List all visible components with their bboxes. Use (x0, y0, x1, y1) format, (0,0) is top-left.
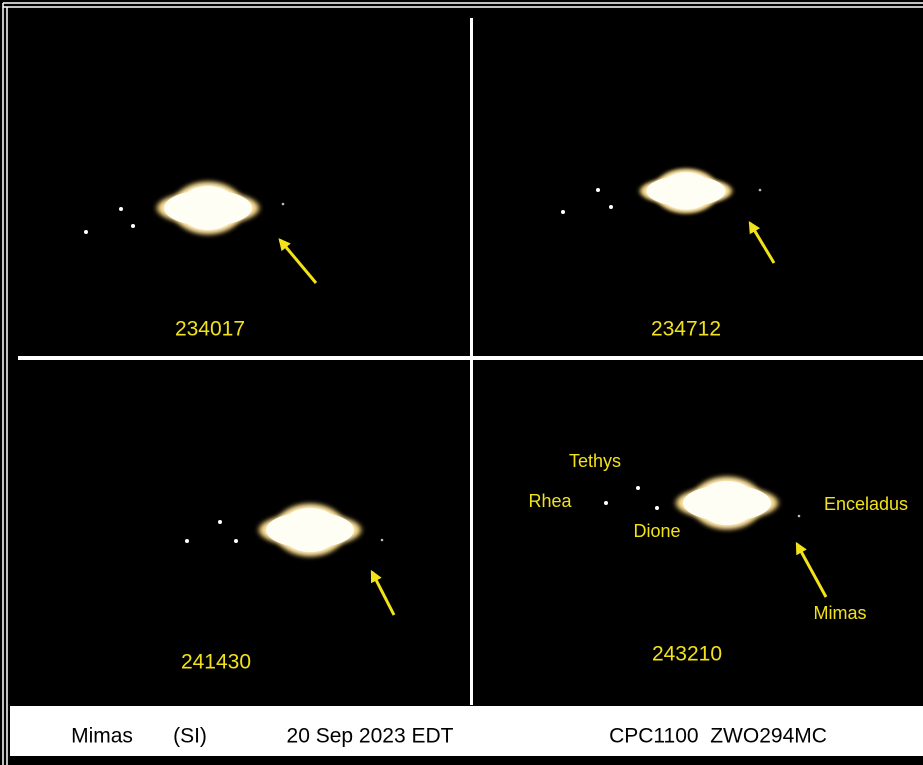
moon-label: Enceladus (824, 494, 908, 514)
arrow (795, 541, 828, 598)
panel: Tethys Rhea Dione Enceladus Mimas 243210 (528, 451, 908, 666)
moons (604, 486, 801, 518)
panel-label: 243210 (652, 643, 722, 666)
panel-label: 241430 (181, 651, 251, 674)
arrow (278, 238, 318, 284)
footer-target: Mimas (71, 725, 133, 748)
panel: 234712 (561, 167, 776, 341)
moon-label: Rhea (528, 491, 572, 511)
moon-label: Dione (633, 521, 680, 541)
moon-label: Mimas (814, 603, 867, 623)
moons (84, 202, 285, 234)
footer-equipment: CPC1100 ZWO294MC (609, 725, 827, 748)
footer-bar (10, 706, 923, 756)
panel: 234017 (84, 180, 318, 341)
moons (561, 188, 762, 214)
panel-label: 234017 (175, 318, 245, 341)
panel: 241430 (181, 502, 396, 674)
moon-label: Tethys (569, 451, 621, 471)
arrow (370, 569, 396, 616)
moons (185, 520, 384, 543)
footer-date: 20 Sep 2023 EDT (287, 725, 454, 748)
panel-label: 234712 (651, 318, 721, 341)
divider-horizontal (18, 356, 923, 360)
footer-code: (SI) (173, 725, 207, 748)
arrow (748, 220, 776, 264)
divider-vertical (470, 18, 473, 705)
